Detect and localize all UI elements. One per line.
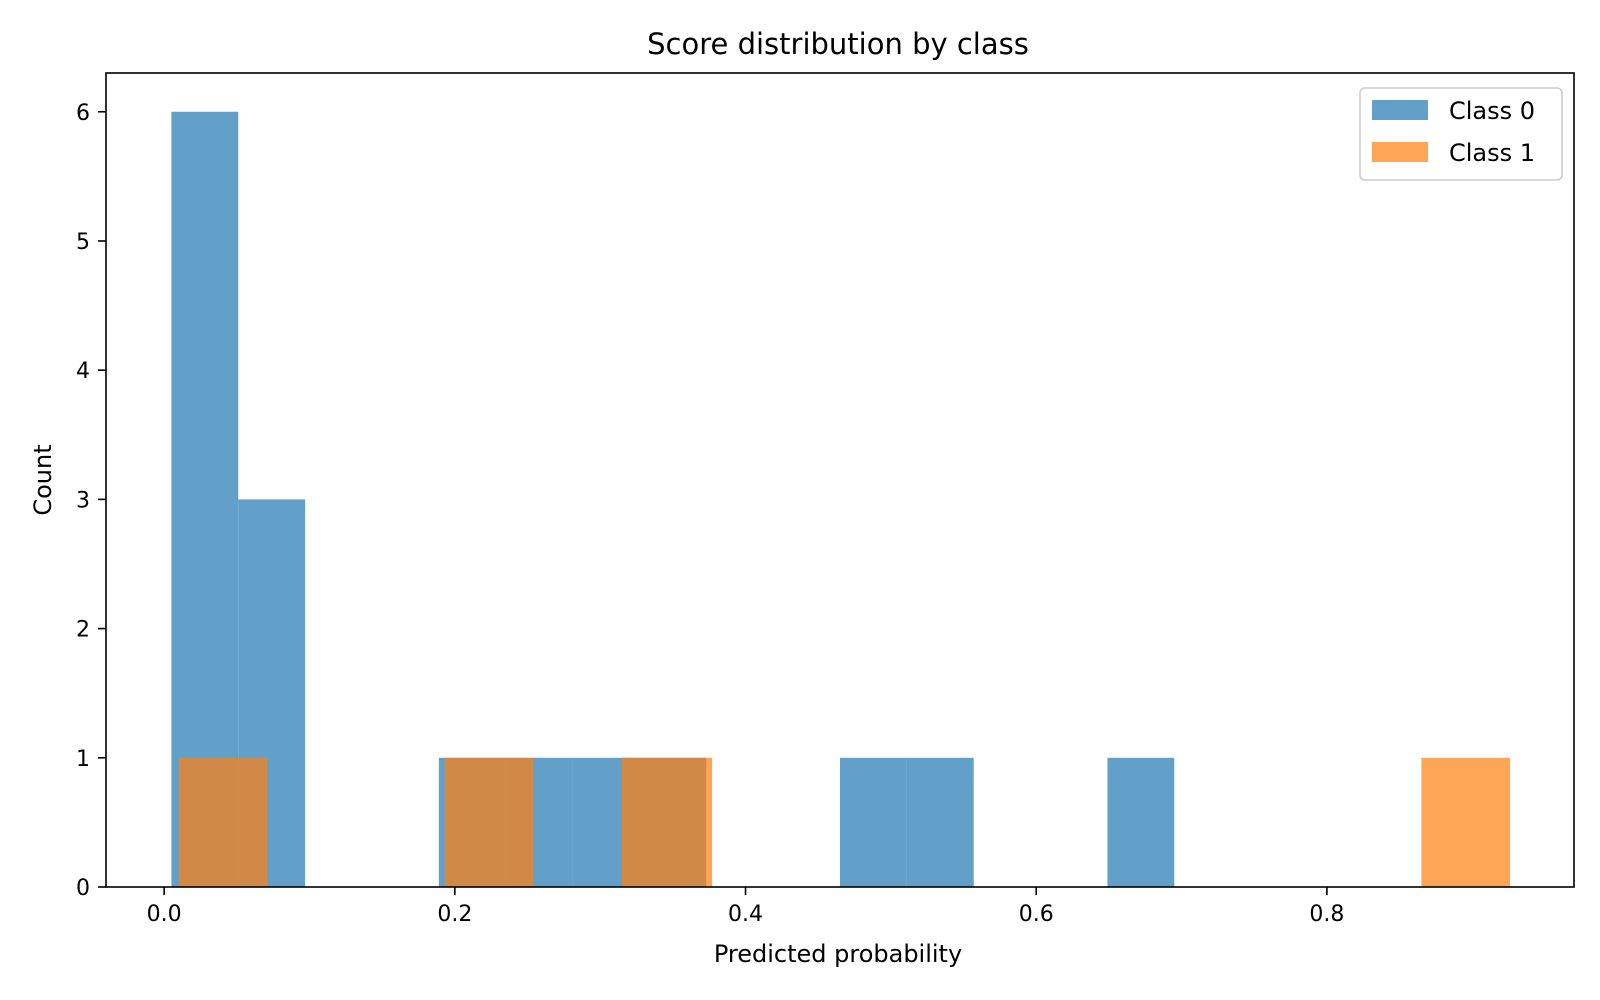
y-axis-ticks: 0 1 2 3 4 5 6 xyxy=(76,101,106,901)
bar-class-1-bin-1 xyxy=(444,757,534,887)
bar-class-1-bin-3 xyxy=(1421,757,1511,887)
x-tick-label: 0.2 xyxy=(437,902,472,927)
legend-label-class-1: Class 1 xyxy=(1449,139,1535,167)
y-tick-label: 0 xyxy=(76,876,90,901)
y-tick-label: 1 xyxy=(76,747,90,772)
y-axis-label: Count xyxy=(29,444,57,515)
bars-layer xyxy=(171,111,1511,887)
y-tick-label: 6 xyxy=(76,101,90,126)
legend-label-class-0: Class 0 xyxy=(1449,97,1535,125)
bar-class-1-bin-2 xyxy=(621,757,713,887)
bar-class-1-bin-0 xyxy=(178,757,268,887)
y-tick-label: 4 xyxy=(76,359,90,384)
bar-class-0-bin-8 xyxy=(1107,757,1175,887)
bar-class-0-bin-7 xyxy=(906,757,974,887)
plot-frame xyxy=(105,72,1575,888)
x-axis-label: Predicted probability xyxy=(714,940,962,968)
chart-title: Score distribution by class xyxy=(647,27,1029,61)
legend-swatch-class-0 xyxy=(1372,100,1428,120)
legend: Class 0 Class 1 xyxy=(1359,87,1563,181)
legend-swatch-class-1 xyxy=(1372,142,1428,162)
bar-class-0-bin-6 xyxy=(840,757,907,887)
x-tick-label: 0.4 xyxy=(728,902,763,927)
y-tick-label: 2 xyxy=(76,618,90,643)
x-tick-label: 0.0 xyxy=(147,902,182,927)
y-tick-label: 5 xyxy=(76,230,90,255)
x-axis-ticks: 0.0 0.2 0.4 0.6 0.8 xyxy=(147,887,1344,927)
x-tick-label: 0.6 xyxy=(1019,902,1054,927)
y-tick-label: 3 xyxy=(76,488,90,513)
x-tick-label: 0.8 xyxy=(1309,902,1344,927)
